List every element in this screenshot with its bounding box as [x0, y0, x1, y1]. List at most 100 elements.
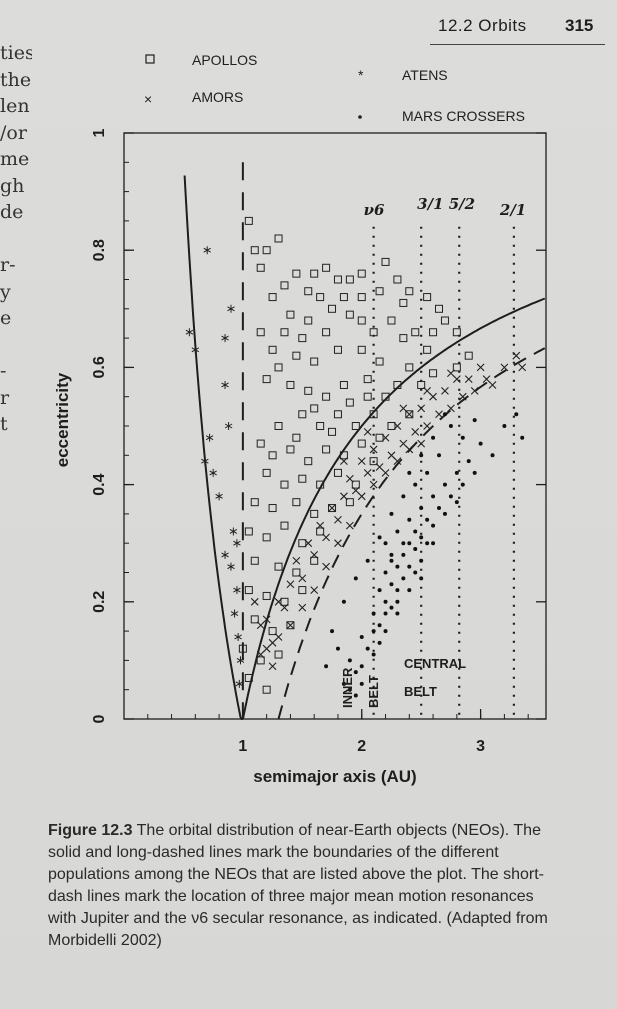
mars-crosser-point: [431, 494, 436, 499]
apollo-point: [393, 380, 402, 389]
q-1-0-boundary-curve: [241, 297, 546, 720]
apollo-point: [280, 480, 289, 489]
mars-crosser-point: [383, 611, 388, 616]
mars-crosser-point: [413, 482, 418, 487]
mars-crosser-point: [377, 535, 382, 540]
apollo-point: [363, 392, 372, 401]
y-tick-label: 0.4: [91, 473, 108, 495]
legend-mars-crossers-marker: [358, 115, 362, 119]
amor-point: [375, 463, 384, 471]
mars-crosser-point: [431, 541, 436, 546]
amor-point: [340, 457, 348, 466]
apollo-point: [345, 275, 354, 284]
aten-point: [233, 539, 241, 548]
y-tick-label: 0.6: [91, 356, 108, 378]
apollo-point: [322, 445, 331, 454]
apollo-point: [256, 656, 265, 665]
mars-crosser-point: [472, 418, 477, 423]
caption-figure-number: Figure 12.3: [48, 822, 133, 839]
mars-crosser-point: [407, 470, 412, 475]
mars-crosser-point: [442, 412, 447, 417]
apollo-point: [310, 556, 319, 565]
legend-amors-label: AMORS: [192, 89, 243, 105]
aten-point: [234, 632, 242, 641]
mars-crosser-point: [395, 588, 400, 593]
mars-crosser-point: [442, 482, 447, 487]
mars-crosser-point: [377, 640, 382, 645]
apollo-point: [310, 404, 319, 413]
amor-point: [345, 474, 354, 483]
apollo-point: [304, 457, 313, 466]
apollo-point: [262, 685, 271, 694]
mars-crosser-point: [413, 570, 418, 575]
apollo-point: [316, 422, 325, 430]
apollo-point: [381, 392, 390, 401]
apollo-point: [250, 556, 259, 565]
amor-point: [399, 404, 408, 413]
mars-crosser-point: [514, 412, 519, 417]
aten-point: [191, 345, 200, 354]
mars-crosser-point: [371, 611, 376, 616]
apollo-point: [274, 562, 283, 571]
amor-point: [286, 621, 295, 630]
region-labels: INNER BELT CENTRAL BELT: [340, 656, 466, 708]
amor-point: [340, 492, 348, 501]
apollo-point: [280, 281, 289, 290]
amor-point: [250, 597, 259, 606]
amor-point: [328, 504, 336, 512]
running-header: 12.2 Orbits: [438, 16, 527, 35]
apollo-point: [452, 328, 461, 337]
aten-point: [221, 380, 229, 389]
legend-mars-crossers-label: MARS CROSSERS: [402, 108, 525, 124]
mars-crosser-point: [419, 576, 424, 581]
amor-point: [298, 574, 307, 583]
apollo-point: [333, 275, 342, 284]
mars-crosser-point: [407, 564, 412, 569]
apollo-point: [405, 410, 414, 419]
apollo-point: [274, 363, 283, 372]
amor-point: [417, 439, 426, 448]
amor-point: [334, 539, 342, 548]
amor-point: [405, 445, 414, 454]
apollo-point: [256, 439, 265, 448]
amor-point: [268, 638, 277, 647]
mars-crosser-point: [324, 664, 329, 669]
aten-point: [235, 679, 244, 688]
x-tick-label: 2: [357, 738, 366, 755]
apollo-point: [322, 263, 331, 272]
mars-crosser-point: [425, 470, 430, 475]
amor-point: [429, 392, 437, 401]
amor-point: [363, 427, 372, 436]
mars-crosser-point: [383, 541, 388, 546]
amor-point: [262, 644, 271, 653]
mars-crosser-point: [389, 552, 394, 557]
apollo-point: [423, 345, 432, 354]
amor-point: [256, 621, 265, 630]
central-belt-label-line2: BELT: [404, 684, 437, 699]
boundary-curves: [183, 162, 546, 720]
aten-point: [233, 586, 241, 595]
mars-crosser-point: [472, 470, 477, 475]
amor-point: [357, 457, 366, 466]
apollo-point: [375, 433, 384, 442]
aten-point: [221, 550, 229, 559]
amor-point: [464, 375, 473, 384]
apollo-point: [292, 498, 301, 507]
aten-point: [201, 457, 209, 466]
y-tick-label: 1: [91, 128, 108, 137]
amor-point: [292, 556, 301, 565]
amor-point: [304, 539, 313, 548]
amor-point: [476, 363, 485, 372]
x-tick-label: 1: [238, 738, 247, 755]
data-points: [185, 216, 527, 698]
mars-crosser-point: [401, 541, 406, 546]
apollo-point: [339, 380, 348, 389]
y-tick-label: 0: [91, 714, 108, 723]
apollo-point: [345, 310, 354, 319]
q-0-983-boundary-curve: [183, 175, 243, 720]
amor-point: [512, 351, 521, 360]
apollo-point: [423, 293, 432, 302]
apollo-point: [238, 644, 247, 653]
apollo-point: [256, 263, 265, 272]
